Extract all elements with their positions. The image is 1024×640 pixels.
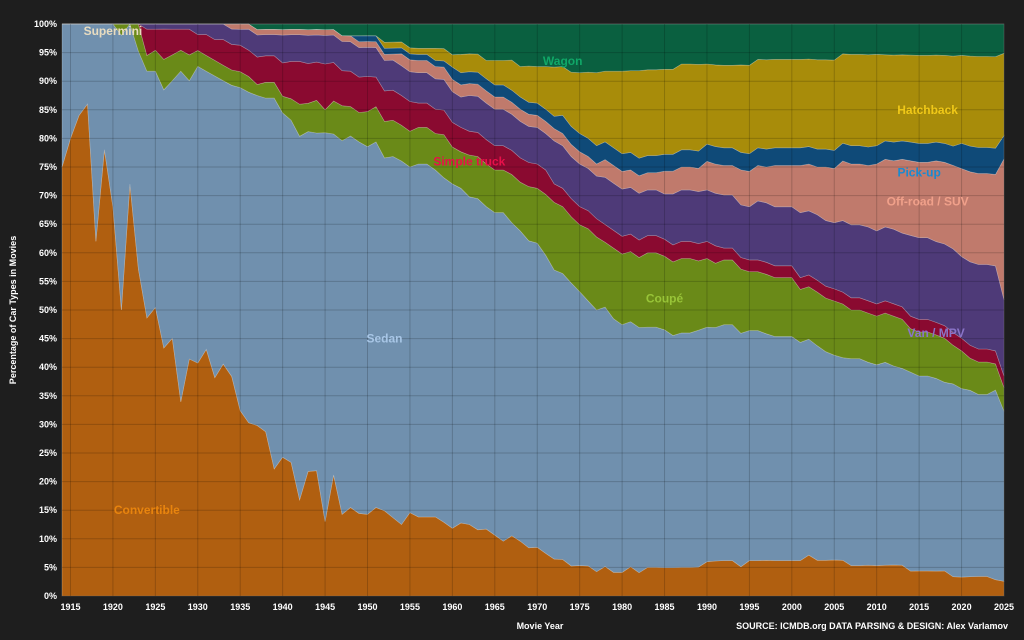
y-tick-label: 75% <box>39 162 57 172</box>
x-tick-label: 1940 <box>273 602 293 612</box>
x-tick-label: 1920 <box>103 602 123 612</box>
y-tick-label: 95% <box>39 48 57 58</box>
y-tick-label: 40% <box>39 362 57 372</box>
y-tick-label: 5% <box>44 562 57 572</box>
y-axis-title: Percentage of Car Types in Movies <box>8 236 18 384</box>
series-label-off-road-suv: Off-road / SUV <box>887 194 969 208</box>
x-tick-label: 2015 <box>909 602 929 612</box>
x-tick-label: 1925 <box>145 602 165 612</box>
x-tick-label: 2020 <box>952 602 972 612</box>
y-tick-label: 20% <box>39 477 57 487</box>
x-tick-label: 1975 <box>570 602 590 612</box>
y-tick-label: 0% <box>44 591 57 601</box>
x-tick-label: 1965 <box>485 602 505 612</box>
x-tick-label: 2000 <box>782 602 802 612</box>
y-tick-label: 85% <box>39 105 57 115</box>
x-tick-label: 1995 <box>739 602 759 612</box>
x-tick-label: 1945 <box>315 602 335 612</box>
area-layer <box>61 23 1005 597</box>
y-tick-label: 60% <box>39 248 57 258</box>
y-tick-label: 45% <box>39 334 57 344</box>
y-tick-label: 30% <box>39 419 57 429</box>
series-label-sedan: Sedan <box>366 332 402 346</box>
x-tick-label: 1985 <box>655 602 675 612</box>
x-tick-label: 1970 <box>527 602 547 612</box>
series-label-coup: Coupé <box>646 292 684 306</box>
x-axis-title: Movie Year <box>517 621 564 631</box>
y-tick-label: 35% <box>39 391 57 401</box>
x-tick-label: 1980 <box>612 602 632 612</box>
x-tick-labels: 1915 1920 1925 1930 1935 1940 1945 1950 1955 1960… <box>60 602 1014 612</box>
y-tick-label: 80% <box>39 133 57 143</box>
series-label-supermini: Supermini <box>84 24 143 38</box>
y-tick-label: 100% <box>34 19 57 29</box>
area-hatchback <box>62 23 1005 159</box>
x-tick-label: 2025 <box>994 602 1014 612</box>
y-tick-label: 70% <box>39 191 57 201</box>
y-tick-label: 15% <box>39 505 57 515</box>
series-label-van-mpv: Van / MPV <box>907 326 964 340</box>
x-tick-label: 1955 <box>400 602 420 612</box>
series-label-simple-truck: Simple truck <box>433 154 505 168</box>
y-tick-label: 55% <box>39 276 57 286</box>
y-tick-label: 25% <box>39 448 57 458</box>
area-coup <box>62 23 1005 412</box>
series-label-pick-up: Pick-up <box>897 166 940 180</box>
source-credit: SOURCE: ICMDB.org DATA PARSING & DESIGN:… <box>736 621 1008 631</box>
y-tick-label: 10% <box>39 534 57 544</box>
x-tick-label: 2010 <box>867 602 887 612</box>
series-labels: Convertible Sedan Coupé Simple truck Van / M… <box>84 24 969 517</box>
area-simple-truck <box>62 23 1005 388</box>
area-wagon <box>62 23 1005 74</box>
x-tick-label: 1930 <box>188 602 208 612</box>
area-pick-up <box>62 23 1005 177</box>
series-label-wagon: Wagon <box>543 54 583 68</box>
area-convertible <box>61 103 1005 597</box>
grid-layer <box>62 23 1005 597</box>
series-label-hatchback: Hatchback <box>897 103 958 117</box>
x-tick-label: 1990 <box>697 602 717 612</box>
x-tick-label: 1960 <box>442 602 462 612</box>
x-tick-label: 2005 <box>824 602 844 612</box>
y-tick-label: 50% <box>39 305 57 315</box>
x-tick-label: 1935 <box>230 602 250 612</box>
y-tick-labels: 0% 5% 10% 15% 20% 25% 30% 35% 40% 45% 50% 55% 60% 65%… <box>34 19 57 601</box>
area-off-road-suv <box>62 23 1005 300</box>
y-tick-label: 65% <box>39 219 57 229</box>
area-van-mpv <box>62 23 1005 377</box>
x-tick-label: 1950 <box>357 602 377 612</box>
y-tick-label: 90% <box>39 76 57 86</box>
x-tick-label: 1915 <box>60 602 80 612</box>
series-label-convertible: Convertible <box>114 503 180 517</box>
